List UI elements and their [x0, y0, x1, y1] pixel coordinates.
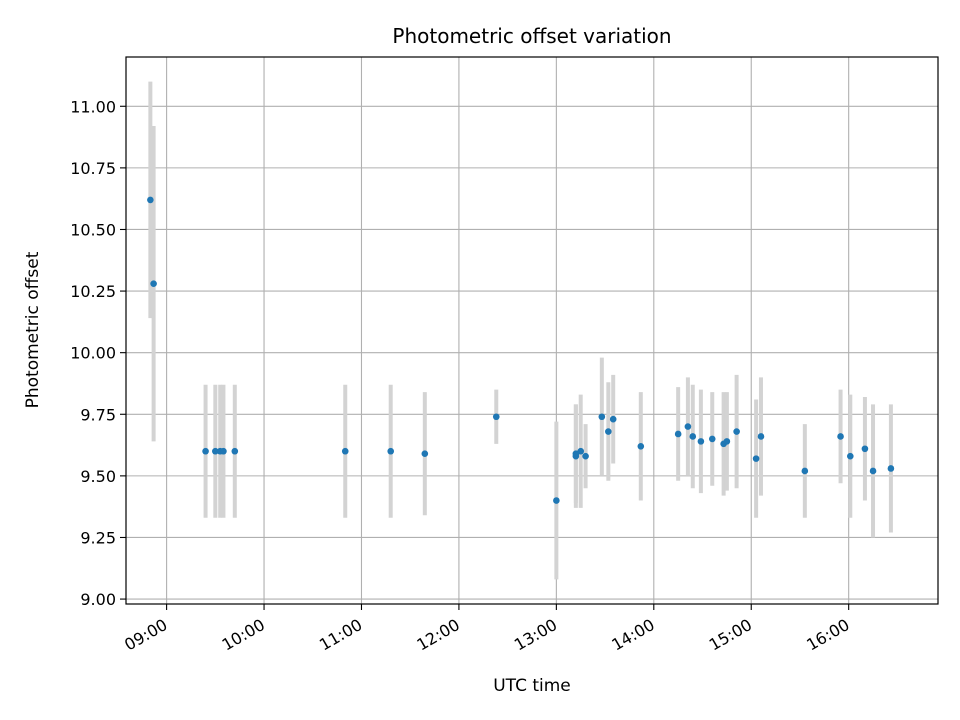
data-point: [869, 467, 877, 475]
data-point: [757, 433, 765, 440]
y-tick-label: 10.50: [70, 220, 116, 239]
y-tick-label: 9.50: [80, 467, 116, 486]
data-point: [212, 447, 219, 455]
data-point: [387, 447, 395, 455]
data-point: [708, 435, 716, 443]
data-point: [733, 428, 740, 435]
y-tick-label: 9.75: [80, 405, 116, 424]
data-point: [492, 413, 500, 421]
y-tick-label: 9.25: [80, 528, 116, 547]
data-point: [752, 455, 760, 462]
data-point: [674, 430, 682, 438]
data-point: [847, 452, 854, 460]
data-point: [605, 428, 612, 435]
data-point: [837, 433, 844, 440]
data-point: [577, 447, 585, 455]
data-point: [220, 447, 227, 455]
data-point: [697, 438, 705, 445]
data-point: [684, 423, 692, 430]
y-axis-ticks: 9.00 9.25 9.50 9.75 10.00 10.25 10.50 10.75 11.0…: [70, 97, 126, 609]
data-point: [553, 497, 560, 504]
data-point: [202, 447, 209, 455]
data-point: [582, 452, 589, 460]
data-point: [150, 280, 157, 287]
data-point: [723, 438, 731, 445]
x-axis-title: UTC time: [493, 676, 571, 696]
y-tick-label: 10.25: [70, 282, 116, 301]
data-point: [887, 465, 895, 472]
y-tick-label: 10.75: [70, 159, 116, 178]
data-point: [801, 467, 809, 475]
data-point: [231, 447, 239, 455]
grid: [126, 57, 938, 604]
data-point: [689, 433, 697, 440]
y-tick-label: 11.00: [70, 97, 116, 116]
data-point: [147, 196, 154, 204]
y-axis-title: Photometric offset: [23, 251, 43, 408]
chart-title: Photometric offset variation: [392, 24, 671, 48]
data-point: [341, 447, 349, 455]
y-tick-label: 9.00: [80, 590, 116, 609]
data-point: [861, 445, 869, 453]
data-points: [147, 196, 895, 504]
data-point: [637, 443, 645, 450]
data-point: [572, 450, 580, 457]
data-point: [598, 413, 606, 421]
data-point: [421, 450, 429, 457]
plot-frame: [125, 56, 939, 605]
data-point: [609, 415, 617, 423]
y-tick-label: 10.00: [70, 344, 116, 363]
